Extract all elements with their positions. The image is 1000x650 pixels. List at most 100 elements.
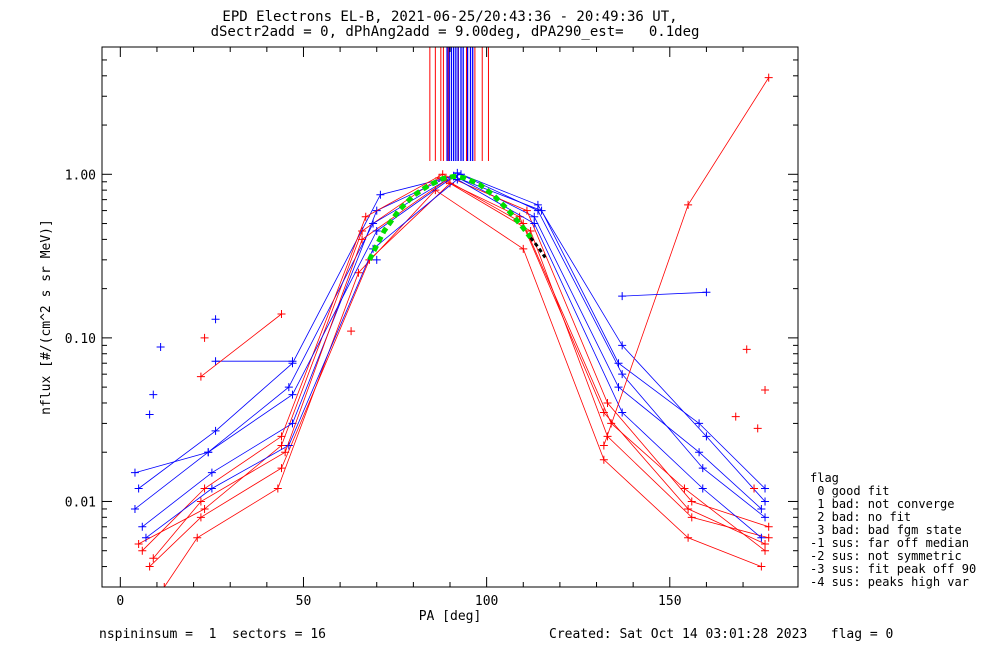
data-point-red: [687, 513, 696, 522]
legend-item: 0 good fit: [810, 484, 890, 498]
legend-item: 3 bad: bad fgm state: [810, 523, 962, 537]
y-tick-label: 1.00: [65, 168, 96, 183]
data-point-red: [149, 554, 158, 563]
data-point-red: [277, 309, 286, 318]
x-tick-label: 100: [475, 594, 498, 609]
legend-item: 1 bad: not converge: [810, 497, 955, 511]
data-point-blue: [757, 504, 766, 513]
data-point-blue: [130, 468, 139, 477]
data-point-red: [684, 200, 693, 209]
data-point-blue: [618, 341, 627, 350]
x-axis-label: PA [deg]: [419, 609, 482, 624]
data-point-blue: [761, 497, 770, 506]
data-point-blue: [761, 484, 770, 493]
data-point-red: [603, 432, 612, 441]
data-point-blue: [211, 357, 220, 366]
data-point-red: [358, 227, 367, 236]
data-point-blue: [284, 383, 293, 392]
data-point-red: [200, 504, 209, 513]
data-point-blue: [372, 255, 381, 264]
data-point-red: [603, 398, 612, 407]
data-point-red: [757, 562, 766, 571]
data-point-blue: [204, 448, 213, 457]
legend-item: 2 bad: no fit: [810, 510, 912, 524]
legend-item: -3 sus: fit peak off 90: [810, 562, 977, 576]
data-point-blue: [207, 484, 216, 493]
data-point-red: [764, 73, 773, 82]
data-point-blue: [761, 513, 770, 522]
series-line-blue: [138, 173, 766, 502]
data-point-red: [684, 533, 693, 542]
data-point-blue: [702, 288, 711, 297]
y-tick-label: 0.10: [65, 332, 96, 347]
data-point-red: [277, 441, 286, 450]
series-line-blue: [134, 176, 766, 489]
data-point-red: [522, 206, 531, 215]
footer-right-info: Created: Sat Oct 14 03:01:28 2023 flag =…: [549, 627, 894, 642]
legend-heading: flag: [810, 471, 839, 485]
data-point-blue: [533, 200, 542, 209]
data-point-red: [761, 546, 770, 555]
x-tick-label: 50: [296, 594, 312, 609]
y-tick-label: 0.01: [65, 495, 96, 510]
data-point-red: [764, 522, 773, 531]
data-point-blue: [141, 533, 150, 542]
data-point-red: [761, 386, 770, 395]
data-point-blue: [695, 419, 704, 428]
data-point-blue: [702, 432, 711, 441]
data-point-red: [764, 533, 773, 542]
legend-item: -4 sus: peaks high var: [810, 575, 969, 589]
data-point-blue: [288, 390, 297, 399]
data-point-red: [193, 533, 202, 542]
data-point-red: [196, 497, 205, 506]
series-line-red: [142, 173, 769, 551]
data-point-blue: [134, 484, 143, 493]
x-tick-label: 150: [658, 594, 681, 609]
data-point-red: [196, 513, 205, 522]
data-point-red: [599, 455, 608, 464]
fit-curve: [367, 173, 533, 261]
series-line-blue: [145, 178, 762, 539]
data-point-red: [599, 441, 608, 450]
legend-item: -2 sus: not symmetric: [810, 549, 962, 563]
series-line-blue: [134, 175, 762, 510]
plot-frame: [101, 46, 799, 588]
data-point-blue: [698, 464, 707, 473]
data-point-blue: [211, 426, 220, 435]
chart-title-line2: dSectr2add = 0, dPhAng2add = 9.00deg, dP…: [210, 24, 700, 40]
chart-title-line1: EPD Electrons EL-B, 2021-06-25/20:43:36 …: [222, 9, 678, 25]
axis-layer: 0 50 100 150 0.01 0.10 1.00: [65, 46, 798, 609]
data-point-blue: [614, 383, 623, 392]
data-point-red: [347, 327, 356, 336]
data-point-blue: [138, 522, 147, 531]
data-point-blue: [130, 504, 139, 513]
data-point-blue: [211, 315, 220, 324]
fit-curve-tail: [529, 236, 547, 259]
data-point-blue: [530, 219, 539, 228]
y-axis-label: nflux [#/(cm^2 s sr MeV)]: [39, 219, 54, 415]
data-point-blue: [149, 390, 158, 399]
series-line-blue: [622, 291, 707, 297]
data-point-blue: [618, 292, 627, 301]
data-point-blue: [537, 206, 546, 215]
data-point-red: [354, 268, 363, 277]
footer-left-info: nspininsum = 1 sectors = 16: [99, 627, 326, 642]
data-point-blue: [376, 190, 385, 199]
data-point-red: [273, 484, 282, 493]
series-line-red: [152, 179, 766, 559]
data-point-red: [680, 484, 689, 493]
data-point-red: [358, 235, 367, 244]
data-point-red: [361, 212, 370, 221]
data-point-blue: [695, 448, 704, 457]
x-tick-label: 0: [116, 594, 124, 609]
data-point-blue: [757, 533, 766, 542]
data-point-red: [684, 504, 693, 513]
data-point-blue: [618, 370, 627, 379]
data-point-red: [687, 497, 696, 506]
data-point-blue: [530, 212, 539, 221]
data-point-red: [196, 372, 205, 381]
data-point-red: [145, 562, 154, 571]
legend-item: -1 sus: far off median: [810, 536, 969, 550]
data-layer: [130, 47, 773, 587]
